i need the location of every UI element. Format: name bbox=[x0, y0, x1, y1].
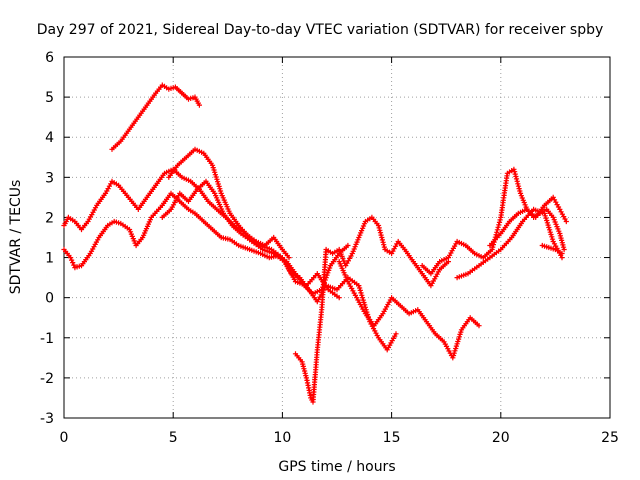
data-point bbox=[512, 169, 518, 175]
data-point bbox=[513, 176, 520, 182]
data-point bbox=[453, 345, 459, 352]
y-tick-label: 1 bbox=[45, 251, 54, 267]
data-point bbox=[360, 297, 366, 303]
data-point bbox=[563, 218, 569, 225]
y-tick-labels: -3 -2 -1 0 1 2 3 4 5 6 bbox=[40, 50, 54, 427]
data-point bbox=[511, 166, 517, 172]
data-point bbox=[549, 234, 555, 240]
series-arc-7 bbox=[336, 259, 482, 361]
data-point bbox=[375, 222, 382, 229]
x-tick-labels: 0 5 10 15 20 25 bbox=[60, 430, 619, 446]
data-point bbox=[345, 242, 351, 249]
chart-title: Day 297 of 2021, Sidereal Day-to-day VTE… bbox=[37, 22, 604, 38]
series-arc-1 bbox=[61, 190, 351, 297]
series-arc-3 bbox=[109, 82, 202, 152]
data-point bbox=[378, 232, 384, 238]
data-point bbox=[541, 210, 548, 216]
data-point bbox=[336, 295, 342, 301]
data-point bbox=[357, 285, 363, 291]
data-point bbox=[215, 181, 221, 187]
data-point bbox=[325, 270, 331, 276]
data-point bbox=[512, 171, 518, 177]
data-point bbox=[476, 323, 482, 329]
data-point bbox=[359, 295, 366, 301]
data-point bbox=[361, 299, 367, 306]
data-point bbox=[357, 287, 363, 293]
series-arc-10 bbox=[487, 194, 569, 249]
data-point bbox=[70, 260, 76, 266]
y-tick-label: 0 bbox=[45, 291, 54, 307]
x-axis-label: GPS time / hours bbox=[278, 459, 395, 475]
data-point bbox=[327, 265, 333, 271]
data-point bbox=[515, 181, 521, 187]
data-point bbox=[494, 227, 500, 233]
axis-ticks bbox=[63, 56, 611, 419]
data-point bbox=[559, 250, 565, 257]
series-arc-6 bbox=[292, 214, 451, 405]
y-tick-label: -3 bbox=[40, 411, 54, 427]
data-point bbox=[495, 224, 501, 230]
data-point bbox=[547, 227, 553, 233]
data-point bbox=[490, 244, 496, 250]
data-point bbox=[561, 246, 567, 253]
x-tick-label: 5 bbox=[169, 430, 178, 446]
data-point bbox=[326, 267, 332, 273]
data-point bbox=[543, 215, 549, 221]
y-tick-label: 3 bbox=[45, 170, 54, 186]
data-point bbox=[455, 338, 461, 345]
x-tick-label: 10 bbox=[273, 430, 291, 446]
data-point bbox=[210, 165, 216, 171]
series-arc-9 bbox=[454, 206, 565, 281]
y-tick-label: 5 bbox=[45, 90, 54, 106]
data-point bbox=[393, 331, 399, 337]
data-point bbox=[379, 237, 385, 243]
y-tick-label: 2 bbox=[45, 210, 54, 226]
y-axis-label: SDTVAR / TECUs bbox=[8, 180, 24, 295]
grid bbox=[64, 57, 610, 418]
x-tick-label: 20 bbox=[492, 430, 510, 446]
data-point bbox=[377, 227, 383, 233]
y-tick-label: 4 bbox=[45, 130, 54, 146]
x-tick-label: 25 bbox=[601, 430, 619, 446]
series-line bbox=[63, 192, 349, 295]
series-arc-11 bbox=[539, 242, 565, 257]
data-point bbox=[496, 222, 502, 228]
data-point bbox=[493, 232, 499, 238]
data-point bbox=[451, 350, 457, 356]
y-tick-label: 6 bbox=[45, 50, 54, 66]
data-point bbox=[358, 290, 364, 296]
series-arc-8 bbox=[419, 166, 567, 277]
data-point bbox=[381, 242, 387, 248]
data-point bbox=[456, 334, 462, 340]
data-point bbox=[214, 176, 220, 182]
data-point bbox=[196, 102, 202, 108]
data-point bbox=[69, 257, 75, 263]
data-point bbox=[359, 292, 365, 298]
series-arc-5 bbox=[159, 178, 342, 301]
data-point bbox=[212, 169, 218, 175]
x-tick-label: 15 bbox=[383, 430, 401, 446]
data-point bbox=[217, 188, 224, 194]
y-tick-label: -2 bbox=[40, 371, 54, 387]
data-point bbox=[71, 262, 77, 268]
data-point bbox=[356, 283, 362, 289]
data-point bbox=[68, 255, 74, 261]
x-tick-label: 0 bbox=[60, 430, 69, 446]
plot-frame bbox=[63, 56, 611, 419]
data-point bbox=[517, 188, 523, 194]
data-point bbox=[545, 222, 551, 228]
data-point bbox=[516, 186, 522, 192]
series bbox=[61, 82, 569, 405]
data-point bbox=[497, 217, 503, 223]
series-line bbox=[294, 216, 450, 403]
data-point bbox=[286, 255, 292, 261]
y-tick-label: -1 bbox=[40, 331, 54, 347]
